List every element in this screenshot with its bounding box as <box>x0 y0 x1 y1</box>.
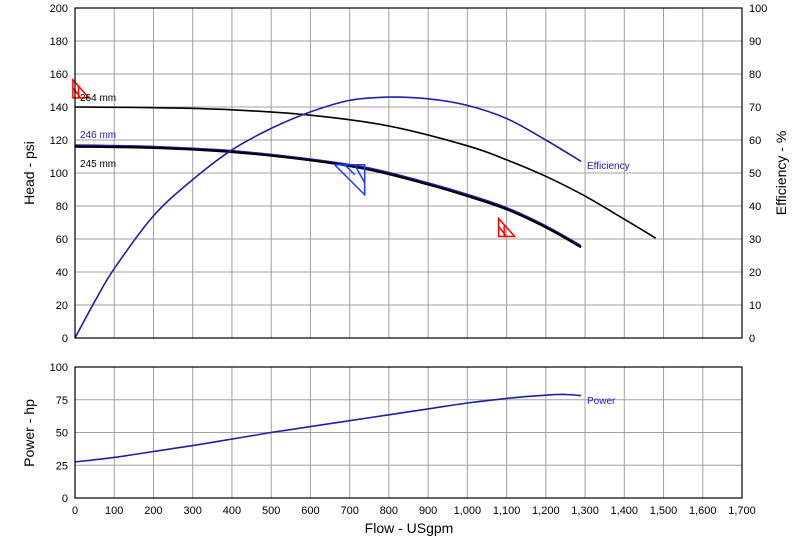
series-245-mm <box>74 145 582 249</box>
y2-tick-label: 0 <box>749 333 755 345</box>
y2-tick-label: 80 <box>749 69 761 81</box>
power-label: Power <box>587 396 616 407</box>
y-tick-label: 40 <box>56 267 68 279</box>
efficiency-axis-title: Efficiency - % <box>773 131 789 216</box>
x-tick-label: 900 <box>419 505 437 517</box>
x-tick-label: 300 <box>184 505 202 517</box>
x-tick-label: 700 <box>340 505 358 517</box>
curve-label-246: 246 mm <box>80 130 116 141</box>
y-tick-label: 60 <box>56 234 68 246</box>
y-tick-label: 0 <box>62 333 68 345</box>
y-tick-label: 80 <box>56 201 68 213</box>
y-tick-label: 180 <box>50 36 68 48</box>
curve-label-245: 245 mm <box>80 159 116 170</box>
y2-tick-label: 100 <box>749 3 767 15</box>
y2-tick-label: 10 <box>749 300 761 312</box>
x-tick-label: 1,500 <box>650 505 678 517</box>
tolerance-marker-hatch <box>72 86 81 98</box>
power-axis-title: Power - hp <box>21 399 37 467</box>
flow-axis-title: Flow - USgpm <box>365 520 454 536</box>
x-tick-label: 1,100 <box>493 505 521 517</box>
y-tick-label: 120 <box>50 135 68 147</box>
y2-tick-label: 90 <box>749 36 761 48</box>
x-tick-label: 1,400 <box>611 505 639 517</box>
power-tick-label: 100 <box>50 362 68 374</box>
series-efficiency <box>74 96 582 339</box>
series-power <box>74 393 582 463</box>
y2-tick-label: 30 <box>749 234 761 246</box>
x-tick-label: 1,000 <box>454 505 482 517</box>
x-tick-label: 200 <box>144 505 162 517</box>
x-tick-label: 600 <box>301 505 319 517</box>
x-tick-label: 800 <box>380 505 398 517</box>
y-tick-label: 160 <box>50 69 68 81</box>
head-panel-grid <box>74 7 743 339</box>
head-panel-series <box>72 77 657 339</box>
tolerance-marker-hatch <box>498 224 507 237</box>
power-panel-frame <box>74 366 743 499</box>
y2-tick-label: 70 <box>749 102 761 114</box>
tolerance-marker-hatch <box>344 164 366 184</box>
power-tick-label: 0 <box>62 493 68 505</box>
y2-tick-label: 60 <box>749 135 761 147</box>
x-tick-label: 400 <box>223 505 241 517</box>
y2-tick-label: 40 <box>749 201 761 213</box>
power-tick-label: 25 <box>56 460 68 472</box>
series-246-mm <box>74 144 582 247</box>
power-panel-grid <box>74 366 743 499</box>
power-panel-series <box>74 393 582 463</box>
y2-tick-label: 20 <box>749 267 761 279</box>
efficiency-label: Efficiency <box>587 161 630 172</box>
tolerance-marker <box>332 164 366 197</box>
power-tick-label: 50 <box>56 428 68 440</box>
x-tick-label: 1,600 <box>689 505 717 517</box>
x-tick-label: 1,200 <box>532 505 560 517</box>
y-tick-label: 20 <box>56 300 68 312</box>
y2-tick-label: 50 <box>749 168 761 180</box>
x-tick-label: 1,300 <box>571 505 599 517</box>
x-tick-label: 1,700 <box>728 505 756 517</box>
y-tick-label: 140 <box>50 102 68 114</box>
x-tick-label: 0 <box>72 505 78 517</box>
series-264-mm <box>74 106 657 239</box>
x-tick-label: 100 <box>105 505 123 517</box>
y-tick-label: 200 <box>50 3 68 15</box>
power-tick-label: 75 <box>56 395 68 407</box>
tick-labels: 0 20 40 60 80 100 120 140 160 180 200 0 10 20 30 40 50 60… <box>50 3 768 517</box>
head-axis-title: Head - psi <box>21 141 37 205</box>
head-panel-frame <box>74 7 743 339</box>
curve-label-264: 264 mm <box>80 93 116 104</box>
y-tick-label: 100 <box>50 168 68 180</box>
x-tick-label: 500 <box>262 505 280 517</box>
